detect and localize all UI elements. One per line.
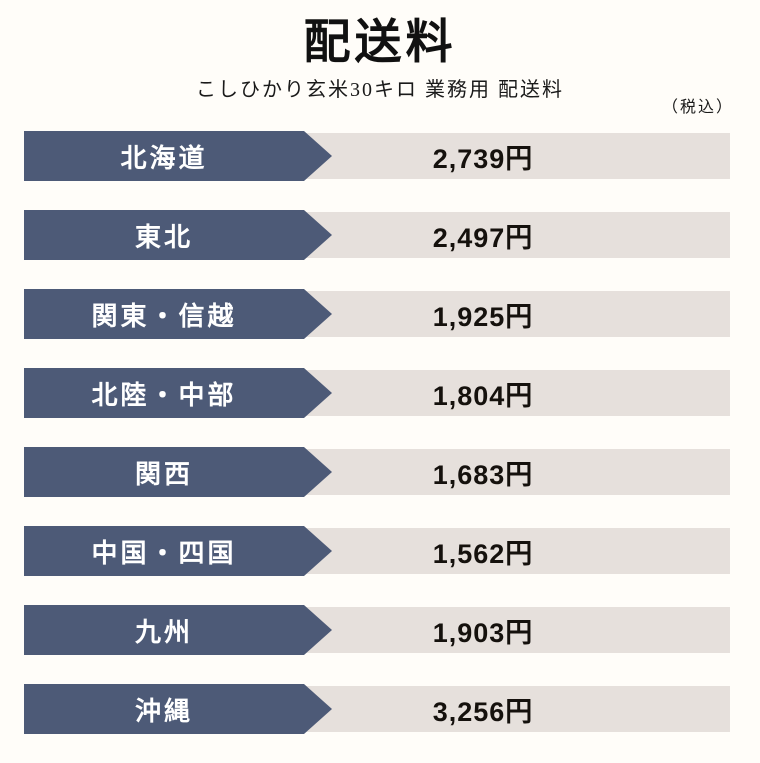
- region-arrow: 中国・四国: [24, 526, 332, 576]
- header: 配送料 こしひかり玄米30キロ 業務用 配送料 （税込）: [0, 0, 760, 116]
- region-arrow: 沖縄: [24, 684, 332, 734]
- shipping-fee-table: 2,739円 北海道 2,497円 東北 1,925円 関東・信越 1: [0, 131, 760, 763]
- table-row: 1,562円 中国・四国: [0, 526, 760, 576]
- price-bar: 2,497円: [298, 212, 730, 258]
- price-bar: 1,903円: [298, 607, 730, 653]
- price-label: 1,683円: [432, 459, 534, 490]
- region-label: 東北: [134, 221, 193, 252]
- price-bar: 3,256円: [298, 686, 730, 732]
- price-bar: 2,739円: [298, 133, 730, 179]
- region-label: 北陸・中部: [91, 379, 237, 410]
- tax-included-note: （税込）: [661, 99, 734, 116]
- region-label: 北海道: [120, 142, 208, 173]
- table-row: 2,739円 北海道: [0, 131, 760, 181]
- region-arrow: 北陸・中部: [24, 368, 332, 418]
- page-title: 配送料: [303, 15, 457, 68]
- table-row: 3,256円 沖縄: [0, 684, 760, 734]
- table-row: 1,903円 九州: [0, 605, 760, 655]
- table-row: 2,497円 東北: [0, 210, 760, 260]
- region-label: 中国・四国: [91, 537, 237, 568]
- region-label: 九州: [134, 616, 193, 647]
- region-label: 関西: [134, 458, 193, 489]
- price-label: 2,739円: [432, 143, 534, 174]
- price-label: 1,903円: [432, 617, 534, 648]
- table-row: 1,683円 関西: [0, 447, 760, 497]
- price-label: 1,925円: [432, 301, 534, 332]
- region-label: 関東・信越: [91, 300, 237, 331]
- price-bar: 1,683円: [298, 449, 730, 495]
- price-bar: 1,925円: [298, 291, 730, 337]
- region-label: 沖縄: [134, 695, 193, 726]
- region-arrow: 北海道: [24, 131, 332, 181]
- price-label: 1,804円: [432, 380, 534, 411]
- page-subtitle: こしひかり玄米30キロ 業務用 配送料: [196, 78, 564, 101]
- region-arrow: 関東・信越: [24, 289, 332, 339]
- table-row: 1,804円 北陸・中部: [0, 368, 760, 418]
- price-bar: 1,804円: [298, 370, 730, 416]
- region-arrow: 関西: [24, 447, 332, 497]
- price-label: 1,562円: [432, 538, 534, 569]
- table-row: 1,925円 関東・信越: [0, 289, 760, 339]
- region-arrow: 東北: [24, 210, 332, 260]
- region-arrow: 九州: [24, 605, 332, 655]
- price-label: 2,497円: [432, 222, 534, 253]
- price-label: 3,256円: [432, 696, 534, 727]
- price-bar: 1,562円: [298, 528, 730, 574]
